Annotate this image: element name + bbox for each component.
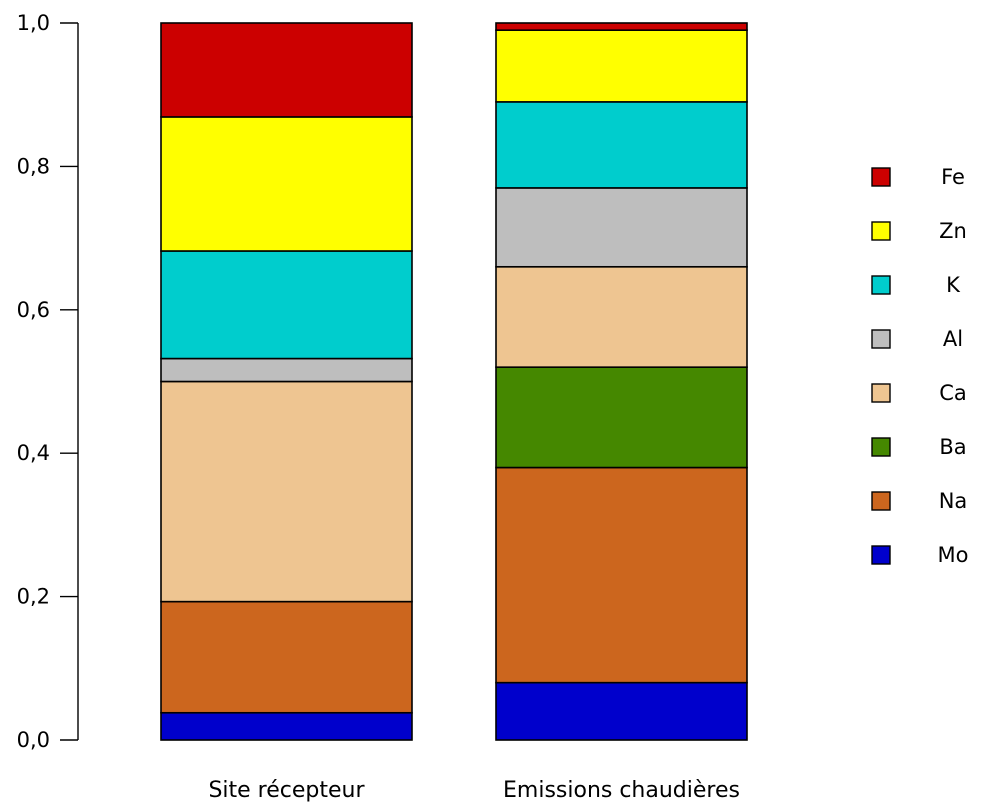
bar-segment-mo xyxy=(160,711,413,741)
legend-item: Fe xyxy=(871,165,965,189)
x-category-label: Site récepteur xyxy=(208,778,365,803)
legend-item: K xyxy=(871,273,961,297)
y-tick-label: 0,6 xyxy=(17,298,50,322)
legend-label: Fe xyxy=(941,165,965,189)
y-tick-label: 0,4 xyxy=(17,441,50,465)
bar-stack xyxy=(160,22,413,741)
legend-swatch xyxy=(871,383,891,403)
bar-segment-zn xyxy=(495,29,748,103)
legend-swatch xyxy=(871,221,891,241)
bar-segment-mo xyxy=(495,681,748,741)
y-tick-label: 0,2 xyxy=(17,585,50,609)
legend-label: Na xyxy=(939,489,968,513)
bar-stack xyxy=(495,22,748,741)
legend: Fe Zn K Al Ca Ba Na Mo xyxy=(871,165,969,567)
y-tick-label: 0,0 xyxy=(17,728,50,752)
bar-segment-k xyxy=(495,101,748,189)
legend-item: Ba xyxy=(871,435,967,459)
legend-swatch xyxy=(871,167,891,187)
legend-swatch xyxy=(871,329,891,349)
legend-label: Ba xyxy=(939,435,966,459)
bar-segment-k xyxy=(160,250,413,360)
y-tick-label: 0,8 xyxy=(17,154,50,178)
bar-segment-na xyxy=(495,466,748,684)
legend-item: Zn xyxy=(871,219,967,243)
legend-label: Mo xyxy=(938,543,969,567)
legend-item: Mo xyxy=(871,543,969,567)
y-tick-label: 1,0 xyxy=(17,11,50,35)
bar-segment-ba xyxy=(495,366,748,469)
legend-swatch xyxy=(871,545,891,565)
legend-label: K xyxy=(946,273,961,297)
y-axis: 0,0 0,2 0,4 0,6 0,8 1,0 xyxy=(17,11,79,752)
bar-segment-fe xyxy=(160,22,413,118)
legend-swatch xyxy=(871,491,891,511)
bar-segment-na xyxy=(160,600,413,714)
bar-segment-al xyxy=(160,357,413,383)
bar-segment-zn xyxy=(160,116,413,252)
bar-segment-ca xyxy=(160,380,413,603)
legend-label: Ca xyxy=(939,381,967,405)
bar-segment-ca xyxy=(495,265,748,368)
legend-item: Ca xyxy=(871,381,967,405)
x-category-label: Emissions chaudières xyxy=(503,778,740,803)
legend-item: Al xyxy=(871,327,963,351)
legend-label: Zn xyxy=(939,219,967,243)
bar-segment-al xyxy=(495,187,748,268)
legend-swatch xyxy=(871,437,891,457)
legend-item: Na xyxy=(871,489,968,513)
legend-label: Al xyxy=(943,327,963,351)
bars xyxy=(160,22,748,741)
bar-segment-fe xyxy=(495,22,748,31)
legend-swatch xyxy=(871,275,891,295)
x-axis-labels: Site récepteur Emissions chaudières xyxy=(208,778,740,803)
